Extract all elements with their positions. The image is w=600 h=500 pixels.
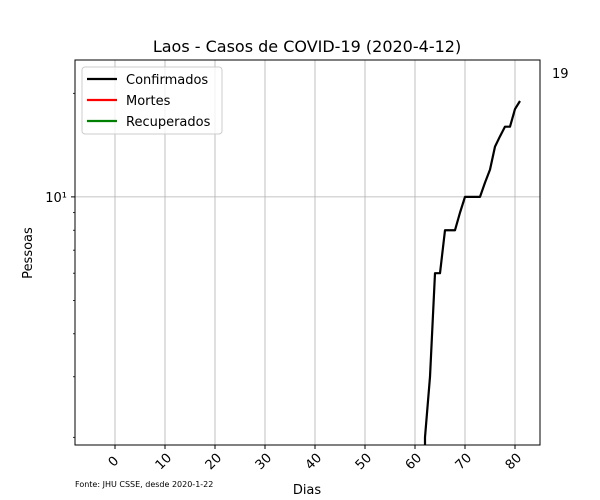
source-note: Fonte: JHU CSSE, desde 2020-1-22 (75, 480, 213, 489)
y-tick-label: 10¹ (45, 191, 67, 206)
x-tick-label: 80 (503, 451, 525, 473)
legend-label: Confirmados (126, 73, 208, 88)
x-tick-label: 0 (106, 454, 122, 470)
series-line-confirmados (423, 100, 521, 445)
legend-label: Mortes (126, 94, 171, 109)
y-axis-label: Pessoas (21, 227, 36, 279)
x-tick-label: 50 (353, 451, 375, 473)
x-tick-label: 40 (303, 451, 325, 473)
x-tick-label: 30 (253, 451, 275, 473)
x-tick-label: 10 (153, 451, 175, 473)
legend: Confirmados Mortes Recuperados (81, 66, 223, 135)
plot-frame (74, 59, 541, 446)
x-tick-label: 60 (403, 451, 425, 473)
x-ticks: 0 10 20 30 40 50 60 70 80 (106, 445, 525, 473)
last-value-annotation: 19 (552, 67, 569, 82)
legend-box (81, 66, 223, 135)
x-tick-label: 70 (453, 451, 475, 473)
chart-title: Laos - Casos de COVID-19 (2020-4-12) (153, 37, 461, 56)
x-axis-label: Dias (293, 483, 322, 498)
y-ticks: 10¹ (45, 92, 75, 438)
x-tick-label: 20 (203, 451, 225, 473)
series-lines (423, 100, 521, 445)
legend-label: Recuperados (126, 115, 211, 130)
